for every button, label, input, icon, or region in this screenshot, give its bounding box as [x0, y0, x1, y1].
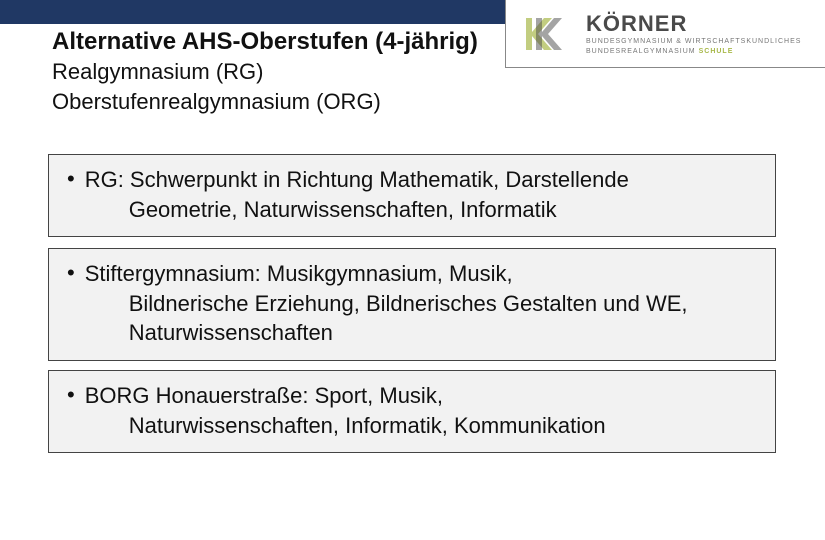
title-line2: Realgymnasium (RG): [52, 57, 752, 87]
bullet-box-1: • RG: Schwerpunkt in Richtung Mathematik…: [48, 154, 776, 237]
title-block: Alternative AHS-Oberstufen (4-jährig) Re…: [52, 26, 752, 117]
bullet-text-3: BORG Honauerstraße: Sport, Musik, Naturw…: [85, 381, 606, 440]
bullet-dot-icon: •: [67, 381, 75, 410]
bullet-text-1: RG: Schwerpunkt in Richtung Mathematik, …: [85, 165, 629, 224]
bullet-box-2: • Stiftergymnasium: Musikgymnasium, Musi…: [48, 248, 776, 361]
bullet-dot-icon: •: [67, 165, 75, 194]
title-line1: Alternative AHS-Oberstufen (4-jährig): [52, 26, 752, 57]
bullet-text-2: Stiftergymnasium: Musikgymnasium, Musik,…: [85, 259, 761, 348]
title-line3: Oberstufenrealgymnasium (ORG): [52, 87, 752, 117]
bullet-box-3: • BORG Honauerstraße: Sport, Musik, Natu…: [48, 370, 776, 453]
bullet-dot-icon: •: [67, 259, 75, 288]
